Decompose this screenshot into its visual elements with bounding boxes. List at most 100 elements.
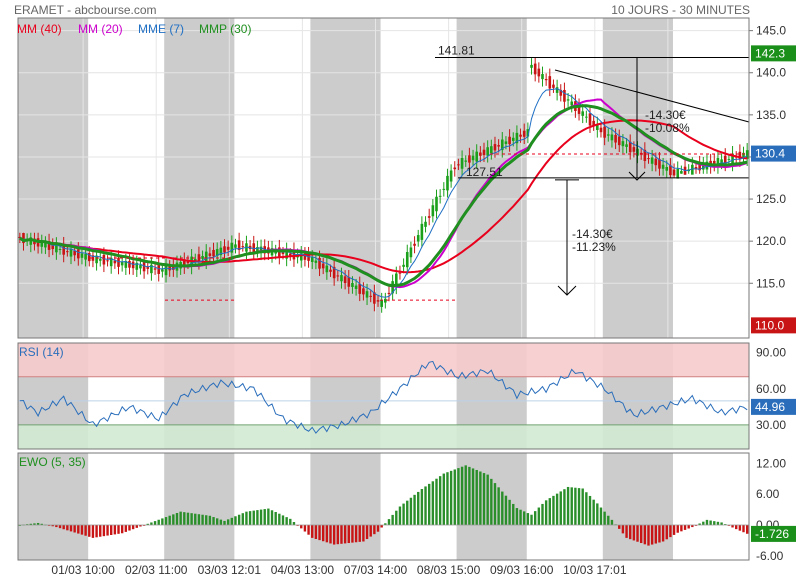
candle-body [303,253,307,260]
ewo-bar [596,503,599,526]
rsi-tick-label: 90.00 [756,346,786,360]
ewo-bar [402,503,405,526]
ewo-bar [25,524,29,526]
candle-body [420,223,424,240]
ewo-bar [274,511,277,526]
rsi-tick-label: 30.00 [756,418,786,432]
ewo-bar [643,525,647,545]
ewo-bar [234,516,237,526]
ewo-bar [99,525,102,537]
ewo-bar [281,515,285,526]
candle-body [731,153,734,164]
candle-body [153,268,157,270]
candle-body [186,261,190,264]
candle-body [102,254,106,265]
legend-mmp30: MMP (30) [199,22,252,36]
ewo-bar [77,525,80,534]
ewo-bar [285,517,288,526]
ewo-bar [311,525,314,538]
candle-body [402,264,405,267]
ewo-bar [603,511,606,526]
ewo-bar [252,510,255,526]
ewo-bar [292,522,296,526]
candle-body [497,145,500,147]
ewo-bar [526,513,530,526]
candle-body [84,254,87,260]
ewo-bar [307,525,310,535]
candle-body [592,120,595,126]
candle-body [665,166,669,171]
ewo-bar [577,488,581,526]
candle-body [120,261,124,266]
ewo-bar [544,500,548,526]
ewo-bar [508,499,511,526]
ewo-bar [106,525,109,536]
legend-mme7: MME (7) [138,22,184,36]
ewo-bar [479,471,482,526]
candle-body [219,247,223,256]
candle-body [581,111,584,116]
price-badges: 142.3 130.4 110.0 44.96 -1.726 [751,45,796,542]
ewo-bar [424,486,427,526]
ewo-bar [175,512,179,526]
price-tick-label: 145.0 [756,24,786,38]
candle-body [135,262,139,270]
ewo-bar [201,514,204,526]
candle-body [362,288,365,295]
candle-body [234,244,237,248]
ewo-bar [66,525,69,531]
ewo-bar [391,514,394,526]
ewo-bar [351,525,354,543]
ewo-bar [329,525,332,544]
price-tick-label: 135.0 [756,108,786,122]
ewo-bar [698,523,701,526]
panel-frame [17,342,750,450]
candle-body [530,64,533,68]
candle-body [325,265,329,273]
rsi-overbought-band [18,343,749,377]
time-tick-label: 08/03 15:00 [417,563,481,577]
ewo-bar [702,521,705,526]
ewo-bar [449,470,453,526]
session-shade [18,18,89,338]
ewo-bar [153,521,157,526]
ewo-bar [581,488,584,526]
ewo-bar [457,468,460,526]
rsi-line [19,360,748,434]
ewo-bar [29,523,32,526]
candle-body [124,260,128,268]
candle-body [621,141,625,147]
session-shade [310,453,381,560]
ewo-bar [241,513,244,526]
ewo-bar [88,525,91,537]
grid-lines [18,18,749,338]
candle-body [409,247,413,258]
ewo-bar [588,495,592,526]
candle-body [128,260,131,268]
candle-body [369,295,373,297]
candle-body [519,134,522,137]
ewo-bar [321,525,325,542]
ewo-bar [599,507,603,526]
low-level-label: 127.51 [466,165,503,179]
ewo-bar [654,525,657,544]
candle-body [299,253,303,261]
ewo-bar [387,519,391,526]
ewo-bar [219,519,223,526]
ewo-bar [226,519,230,526]
ewo-bar [230,517,234,526]
candle-body [394,273,398,288]
time-tick-label: 10/03 17:01 [563,563,627,577]
ewo-bar [427,483,431,526]
ewo-bar [621,525,625,534]
time-tick-label: 04/03 13:00 [271,563,335,577]
ewo-bar [336,525,340,545]
ewo-bar [738,525,742,531]
ewo-bar [62,525,65,530]
candle-body [237,240,241,251]
ewo-bar [179,511,182,526]
overlay-arrow-head [628,171,646,181]
ewo-bar [406,500,409,526]
ewo-bar [691,525,694,528]
price-badge-label: 130.4 [755,147,785,161]
